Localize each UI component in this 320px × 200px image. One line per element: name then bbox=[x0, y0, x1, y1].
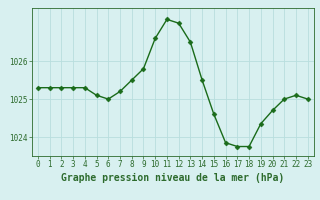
X-axis label: Graphe pression niveau de la mer (hPa): Graphe pression niveau de la mer (hPa) bbox=[61, 173, 284, 183]
